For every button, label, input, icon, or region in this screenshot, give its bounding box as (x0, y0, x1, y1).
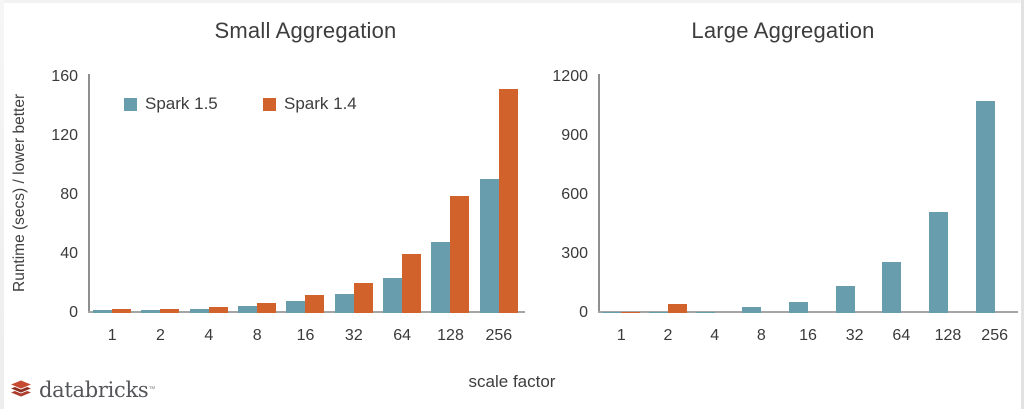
bar-spark-1-5-sf-64 (383, 278, 403, 313)
bar-spark-1-4-sf-2 (160, 309, 180, 313)
x-tick-label: 2 (663, 327, 673, 344)
y-tick-label: 1200 (552, 68, 588, 85)
bar-spark-1-5-sf-2 (648, 312, 668, 313)
x-tick-label: 128 (934, 327, 962, 344)
page-edge-left (0, 0, 4, 409)
x-tick-label: 128 (437, 327, 464, 344)
databricks-wordmark: databricks (39, 377, 149, 402)
legend-label: Spark 1.4 (284, 94, 357, 113)
bar-spark-1-5-sf-16 (788, 302, 808, 313)
bar-spark-1-5-sf-4 (189, 309, 209, 313)
x-tick-label: 64 (393, 327, 412, 344)
databricks-logo-icon (8, 379, 34, 398)
bar-spark-1-4-sf-128 (450, 196, 470, 313)
x-tick-label: 8 (756, 327, 766, 344)
x-tick-label: 64 (892, 327, 911, 344)
bar-group-sf-128 (925, 212, 972, 313)
bar-group-sf-1 (88, 309, 136, 313)
trademark-symbol: ™ (148, 385, 156, 393)
bar-spark-1-5-sf-128 (431, 242, 451, 313)
bar-group-sf-128 (426, 196, 474, 313)
y-tick-label: 600 (561, 186, 588, 203)
y-tick-label: 40 (60, 245, 78, 262)
bar-group-sf-256 (971, 101, 1018, 313)
legend-swatch-spark-1-4-icon (263, 97, 276, 111)
x-tick-label: 32 (344, 327, 363, 344)
y-tick-label: 80 (60, 186, 78, 203)
legend: Spark 1.5 Spark 1.4 (124, 94, 402, 114)
y-axis-line (88, 74, 90, 313)
bar-spark-1-5-sf-32 (835, 286, 855, 313)
bar-spark-1-5-sf-1 (93, 310, 113, 313)
bar-spark-1-5-sf-8 (742, 307, 762, 313)
bar-group-sf-4 (691, 312, 738, 313)
y-axis-line (598, 74, 600, 313)
legend-swatch-spark-1-5-icon (124, 97, 137, 111)
y-tick-label: 900 (561, 127, 588, 144)
bar-spark-1-5-sf-8 (238, 306, 258, 313)
x-tick-label: 16 (799, 327, 817, 344)
bar-spark-1-4-sf-8 (257, 303, 277, 313)
bar-spark-1-5-sf-256 (975, 101, 995, 313)
bar-spark-1-4-sf-1 (621, 312, 641, 313)
bar-group-sf-16 (785, 302, 832, 313)
bar-spark-1-5-sf-32 (334, 294, 354, 313)
x-tick-label: 1 (616, 327, 626, 344)
bar-spark-1-5-sf-64 (882, 262, 902, 313)
bar-group-sf-1 (598, 312, 645, 313)
legend-label: Spark 1.5 (145, 94, 218, 113)
databricks-logo: databricks ™ (8, 377, 155, 402)
x-axis-line (598, 311, 1018, 313)
bar-group-sf-256 (475, 89, 523, 313)
x-tick-label: 16 (296, 327, 315, 344)
x-tick-label: 2 (156, 327, 165, 344)
x-tick-label: 256 (485, 327, 513, 344)
bar-group-sf-2 (136, 309, 184, 313)
legend-item-spark-1-4: Spark 1.4 (263, 94, 402, 114)
x-axis-label: scale factor (468, 372, 556, 391)
bar-group-sf-8 (233, 303, 281, 313)
bar-spark-1-4-sf-4 (208, 307, 228, 313)
legend-item-spark-1-5: Spark 1.5 (124, 94, 263, 114)
bar-spark-1-4-sf-1 (112, 309, 132, 313)
x-tick-label: 1 (107, 327, 117, 344)
x-tick-label: 32 (845, 327, 864, 344)
y-tick-label: 0 (69, 304, 78, 321)
bar-spark-1-5-sf-256 (479, 179, 499, 313)
bar-group-sf-32 (831, 286, 878, 313)
chart-title-small-aggregation: Small Aggregation (214, 18, 397, 43)
bar-group-sf-2 (645, 304, 692, 313)
bar-spark-1-5-sf-1 (602, 312, 622, 313)
bar-spark-1-5-sf-4 (695, 312, 715, 313)
x-tick-label: 8 (252, 327, 262, 344)
bar-group-sf-8 (738, 307, 785, 313)
bar-spark-1-4-sf-64 (402, 254, 422, 313)
y-tick-label: 160 (51, 68, 78, 85)
bar-group-sf-64 (878, 262, 925, 313)
chart-title-large-aggregation: Large Aggregation (691, 18, 875, 43)
bar-spark-1-5-sf-2 (141, 310, 161, 313)
y-tick-label: 0 (579, 304, 588, 321)
x-tick-label: 256 (981, 327, 1008, 344)
bar-spark-1-4-sf-2 (667, 304, 687, 313)
bar-spark-1-4-sf-32 (353, 283, 373, 313)
bar-spark-1-4-sf-16 (305, 295, 325, 313)
bar-spark-1-4-sf-256 (498, 89, 518, 313)
y-tick-label: 300 (561, 245, 588, 262)
x-tick-label: 4 (204, 327, 214, 344)
bar-group-sf-16 (281, 295, 329, 313)
x-tick-label: 4 (710, 327, 720, 344)
bar-group-sf-64 (378, 254, 426, 313)
y-tick-label: 120 (51, 127, 78, 144)
bar-group-sf-32 (330, 283, 378, 313)
bar-spark-1-5-sf-16 (286, 301, 306, 313)
page-edge-top (0, 0, 1024, 3)
bar-spark-1-5-sf-128 (928, 212, 948, 313)
bar-group-sf-4 (185, 307, 233, 313)
